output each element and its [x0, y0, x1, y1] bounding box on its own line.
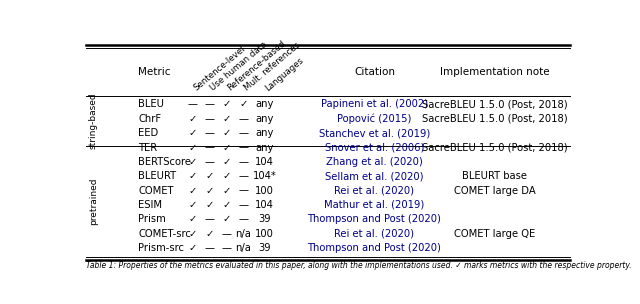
Text: Mathur et al. (2019): Mathur et al. (2019) [324, 200, 424, 210]
Text: n/a: n/a [236, 229, 252, 239]
Text: —: — [221, 229, 232, 239]
Text: BLEURT base: BLEURT base [462, 171, 527, 181]
Text: ✓: ✓ [188, 157, 196, 167]
Text: ✓: ✓ [188, 171, 196, 181]
Text: ✓: ✓ [188, 200, 196, 210]
Text: ✓: ✓ [188, 185, 196, 195]
Text: Prism: Prism [138, 214, 166, 224]
Text: 104*: 104* [253, 171, 276, 181]
Text: string-based: string-based [89, 92, 98, 149]
Text: —: — [239, 157, 248, 167]
Text: Languages: Languages [264, 56, 305, 93]
Text: 100: 100 [255, 185, 274, 195]
Text: Reference-based: Reference-based [226, 39, 287, 93]
Text: any: any [255, 143, 274, 153]
Text: Papineni et al. (2002): Papineni et al. (2002) [321, 99, 428, 109]
Text: Citation: Citation [354, 67, 395, 77]
Text: ✓: ✓ [239, 99, 248, 109]
Text: —: — [239, 171, 248, 181]
Text: pretrained: pretrained [89, 178, 98, 225]
Text: ✓: ✓ [205, 229, 214, 239]
Text: any: any [255, 114, 274, 124]
Text: —: — [204, 114, 214, 124]
Text: ✓: ✓ [222, 128, 230, 138]
Text: Metric: Metric [138, 67, 171, 77]
Text: Prism-src: Prism-src [138, 243, 184, 253]
Text: —: — [239, 200, 248, 210]
Text: —: — [221, 243, 232, 253]
Text: Thompson and Post (2020): Thompson and Post (2020) [308, 243, 442, 253]
Text: Use human data: Use human data [209, 40, 269, 93]
Text: n/a: n/a [236, 243, 252, 253]
Text: —: — [239, 185, 248, 195]
Text: SacreBLEU 1.5.0 (Post, 2018): SacreBLEU 1.5.0 (Post, 2018) [422, 99, 568, 109]
Text: any: any [255, 128, 274, 138]
Text: 39: 39 [258, 243, 271, 253]
Text: COMET large DA: COMET large DA [454, 185, 536, 195]
Text: ✓: ✓ [188, 143, 196, 153]
Text: Thompson and Post (2020): Thompson and Post (2020) [308, 214, 442, 224]
Text: ✓: ✓ [188, 229, 196, 239]
Text: ✓: ✓ [188, 128, 196, 138]
Text: ✓: ✓ [222, 200, 230, 210]
Text: ✓: ✓ [222, 185, 230, 195]
Text: Zhang et al. (2020): Zhang et al. (2020) [326, 157, 423, 167]
Text: —: — [204, 243, 214, 253]
Text: BLEURT: BLEURT [138, 171, 176, 181]
Text: ESIM: ESIM [138, 200, 162, 210]
Text: ✓: ✓ [188, 214, 196, 224]
Text: ✓: ✓ [188, 243, 196, 253]
Text: Rei et al. (2020): Rei et al. (2020) [335, 185, 415, 195]
Text: Stanchev et al. (2019): Stanchev et al. (2019) [319, 128, 430, 138]
Text: 39: 39 [258, 214, 271, 224]
Text: 100: 100 [255, 229, 274, 239]
Text: ✓: ✓ [222, 143, 230, 153]
Text: ✓: ✓ [205, 171, 214, 181]
Text: 104: 104 [255, 157, 274, 167]
Text: ✓: ✓ [188, 114, 196, 124]
Text: Snover et al. (2006): Snover et al. (2006) [325, 143, 424, 153]
Text: COMET large QE: COMET large QE [454, 229, 535, 239]
Text: —: — [204, 157, 214, 167]
Text: —: — [239, 114, 248, 124]
Text: COMET-src: COMET-src [138, 229, 191, 239]
Text: TER: TER [138, 143, 157, 153]
Text: —: — [239, 143, 248, 153]
Text: ✓: ✓ [222, 114, 230, 124]
Text: Table 1: Properties of the metrics evaluated in this paper, along with the imple: Table 1: Properties of the metrics evalu… [86, 261, 632, 271]
Text: 104: 104 [255, 200, 274, 210]
Text: —: — [204, 99, 214, 109]
Text: Sellam et al. (2020): Sellam et al. (2020) [325, 171, 424, 181]
Text: —: — [204, 214, 214, 224]
Text: SacreBLEU 1.5.0 (Post, 2018): SacreBLEU 1.5.0 (Post, 2018) [422, 143, 568, 153]
Text: SacreBLEU 1.5.0 (Post, 2018): SacreBLEU 1.5.0 (Post, 2018) [422, 114, 568, 124]
Text: Rei et al. (2020): Rei et al. (2020) [335, 229, 415, 239]
Text: any: any [255, 99, 274, 109]
Text: EED: EED [138, 128, 158, 138]
Text: ChrF: ChrF [138, 114, 161, 124]
Text: ✓: ✓ [205, 185, 214, 195]
Text: ✓: ✓ [222, 214, 230, 224]
Text: BERTScore: BERTScore [138, 157, 191, 167]
Text: Sentence-level: Sentence-level [191, 44, 247, 93]
Text: ✓: ✓ [205, 200, 214, 210]
Text: Mult. references: Mult. references [243, 41, 302, 93]
Text: BLEU: BLEU [138, 99, 164, 109]
Text: ✓: ✓ [222, 99, 230, 109]
Text: Popović (2015): Popović (2015) [337, 114, 412, 124]
Text: Implementation note: Implementation note [440, 67, 549, 77]
Text: COMET: COMET [138, 185, 173, 195]
Text: ✓: ✓ [222, 157, 230, 167]
Text: —: — [188, 99, 197, 109]
Text: ✓: ✓ [222, 171, 230, 181]
Text: —: — [239, 214, 248, 224]
Text: —: — [239, 128, 248, 138]
Text: —: — [204, 143, 214, 153]
Text: —: — [204, 128, 214, 138]
